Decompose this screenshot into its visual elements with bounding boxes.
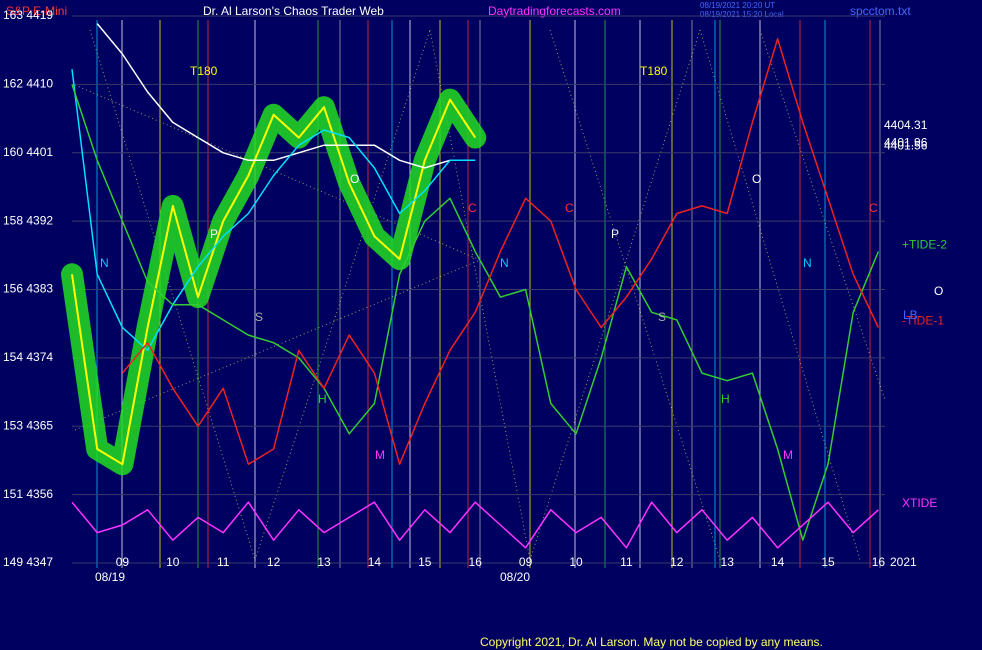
x-tick-label: 11 — [217, 555, 230, 569]
timestamp: 08/19/2021 15:20 Local — [700, 10, 784, 19]
date-label: 08/19 — [95, 570, 125, 584]
annotation: N — [803, 256, 812, 270]
annotation: O — [934, 284, 943, 298]
x-tick-label: 16 — [469, 555, 483, 569]
x-tick-label: 10 — [166, 555, 180, 569]
cycle-line — [699, 29, 861, 561]
y-tick-label: 156 4383 — [3, 282, 53, 296]
annotation: H — [318, 392, 327, 406]
x-tick-label: 12 — [670, 555, 684, 569]
y-tick-label: 149 4347 — [3, 555, 53, 569]
series-line — [71, 84, 880, 541]
copyright: Copyright 2021, Dr. Al Larson. May not b… — [480, 635, 823, 649]
site: Daytradingforecasts.com — [488, 4, 621, 18]
annotation: P — [210, 227, 218, 241]
x-tick-label: 09 — [116, 555, 130, 569]
year-label: 2021 — [890, 555, 917, 569]
series-line — [71, 501, 879, 549]
series-line — [121, 38, 880, 465]
price-label: 4401.56 — [884, 139, 928, 153]
y-tick-label: 153 4365 — [3, 418, 53, 432]
annotation: M — [375, 448, 385, 462]
annotation: O — [752, 172, 761, 186]
series-label: XTIDE — [902, 496, 937, 510]
annotation: N — [500, 256, 509, 270]
x-tick-label: 12 — [267, 555, 281, 569]
y-tick-label: 158 4392 — [3, 213, 53, 227]
x-tick-label: 16 — [872, 555, 886, 569]
annotation: LB — [903, 308, 918, 322]
annotation: M — [783, 448, 793, 462]
cycle-line — [74, 84, 481, 261]
date-label: 08/20 — [500, 570, 530, 584]
annotation: N — [100, 256, 109, 270]
annotation: T180 — [640, 64, 668, 78]
x-tick-label: 15 — [821, 555, 835, 569]
x-tick-label: 13 — [317, 555, 331, 569]
x-tick-label: 14 — [771, 555, 785, 569]
x-tick-label: 09 — [519, 555, 533, 569]
y-tick-label: 151 4356 — [3, 487, 53, 501]
file-name: spcctom.txt — [850, 4, 911, 18]
x-tick-label: 10 — [569, 555, 583, 569]
cycle-line — [89, 29, 256, 561]
series-line — [96, 23, 476, 169]
annotation: O — [350, 172, 359, 186]
y-tick-label: 162 4410 — [3, 77, 53, 91]
cycle-line — [549, 29, 721, 561]
series-label: +TIDE-2 — [902, 238, 947, 252]
instrument: S&P E-Mini — [6, 4, 67, 18]
series-line — [71, 69, 476, 352]
y-tick-label: 160 4401 — [3, 145, 53, 159]
annotation: C — [468, 201, 477, 215]
x-tick-label: 11 — [620, 555, 633, 569]
x-tick-label: 13 — [721, 555, 735, 569]
series-line — [71, 98, 477, 466]
y-tick-label: 163 4419 — [3, 8, 53, 22]
price-label: 4401.96 — [884, 136, 928, 150]
annotation: C — [869, 201, 878, 215]
timestamp: 08/19/2021 20:20 UT — [700, 1, 775, 10]
x-tick-label: 15 — [418, 555, 432, 569]
chart-title: Dr. Al Larson's Chaos Trader Web — [203, 4, 384, 18]
cycle-line — [529, 29, 701, 561]
price-label: 4404.31 — [884, 118, 928, 132]
annotation: T180 — [190, 64, 218, 78]
annotation: S — [658, 310, 666, 324]
y-tick-label: 154 4374 — [3, 350, 53, 364]
annotation: P — [611, 227, 619, 241]
series-label: -TIDE-1 — [902, 314, 944, 328]
annotation: C — [565, 201, 574, 215]
x-tick-label: 14 — [368, 555, 382, 569]
annotation: H — [721, 392, 730, 406]
annotation: S — [255, 310, 263, 324]
